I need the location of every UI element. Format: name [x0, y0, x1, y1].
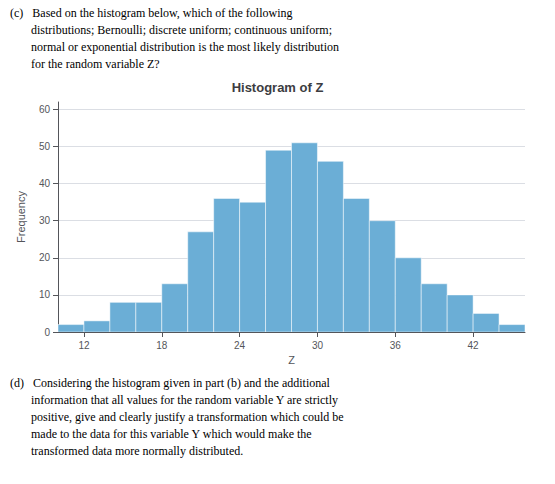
svg-text:Histogram of Z: Histogram of Z — [232, 80, 324, 95]
svg-text:Frequency: Frequency — [15, 191, 27, 243]
svg-text:60: 60 — [39, 104, 51, 115]
svg-text:30: 30 — [39, 215, 51, 226]
svg-text:information that all values fo: information that all values for the rand… — [10, 393, 338, 407]
svg-text:20: 20 — [39, 252, 51, 263]
svg-text:Z: Z — [288, 354, 295, 366]
svg-text:positive, give and clearly jus: positive, give and clearly justify a tra… — [10, 410, 344, 424]
svg-text:transformed data more normally: transformed data more normally distribut… — [10, 444, 243, 458]
svg-text:40: 40 — [39, 178, 51, 189]
svg-text:normal or exponential distribu: normal or exponential distribution is th… — [10, 40, 339, 54]
svg-text:30: 30 — [312, 340, 324, 351]
svg-text:18: 18 — [156, 340, 168, 351]
svg-text:36: 36 — [390, 340, 402, 351]
svg-text:50: 50 — [39, 141, 51, 152]
svg-text:(d) Considering the histogra: (d) Considering the histogram given in p… — [10, 376, 331, 390]
svg-text:distributions; Bernoulli; disc: distributions; Bernoulli; discrete unifo… — [10, 23, 332, 37]
svg-text:24: 24 — [234, 340, 246, 351]
svg-text:(c) Based on the histogram b: (c) Based on the histogram below, which … — [10, 6, 293, 20]
svg-text:0: 0 — [44, 327, 50, 338]
svg-text:for the random variable Z?: for the random variable Z? — [10, 57, 160, 71]
svg-text:42: 42 — [468, 340, 480, 351]
svg-text:12: 12 — [78, 340, 90, 351]
svg-text:made to the data for this vari: made to the data for this variable Y whi… — [10, 427, 312, 441]
svg-text:10: 10 — [39, 289, 51, 300]
